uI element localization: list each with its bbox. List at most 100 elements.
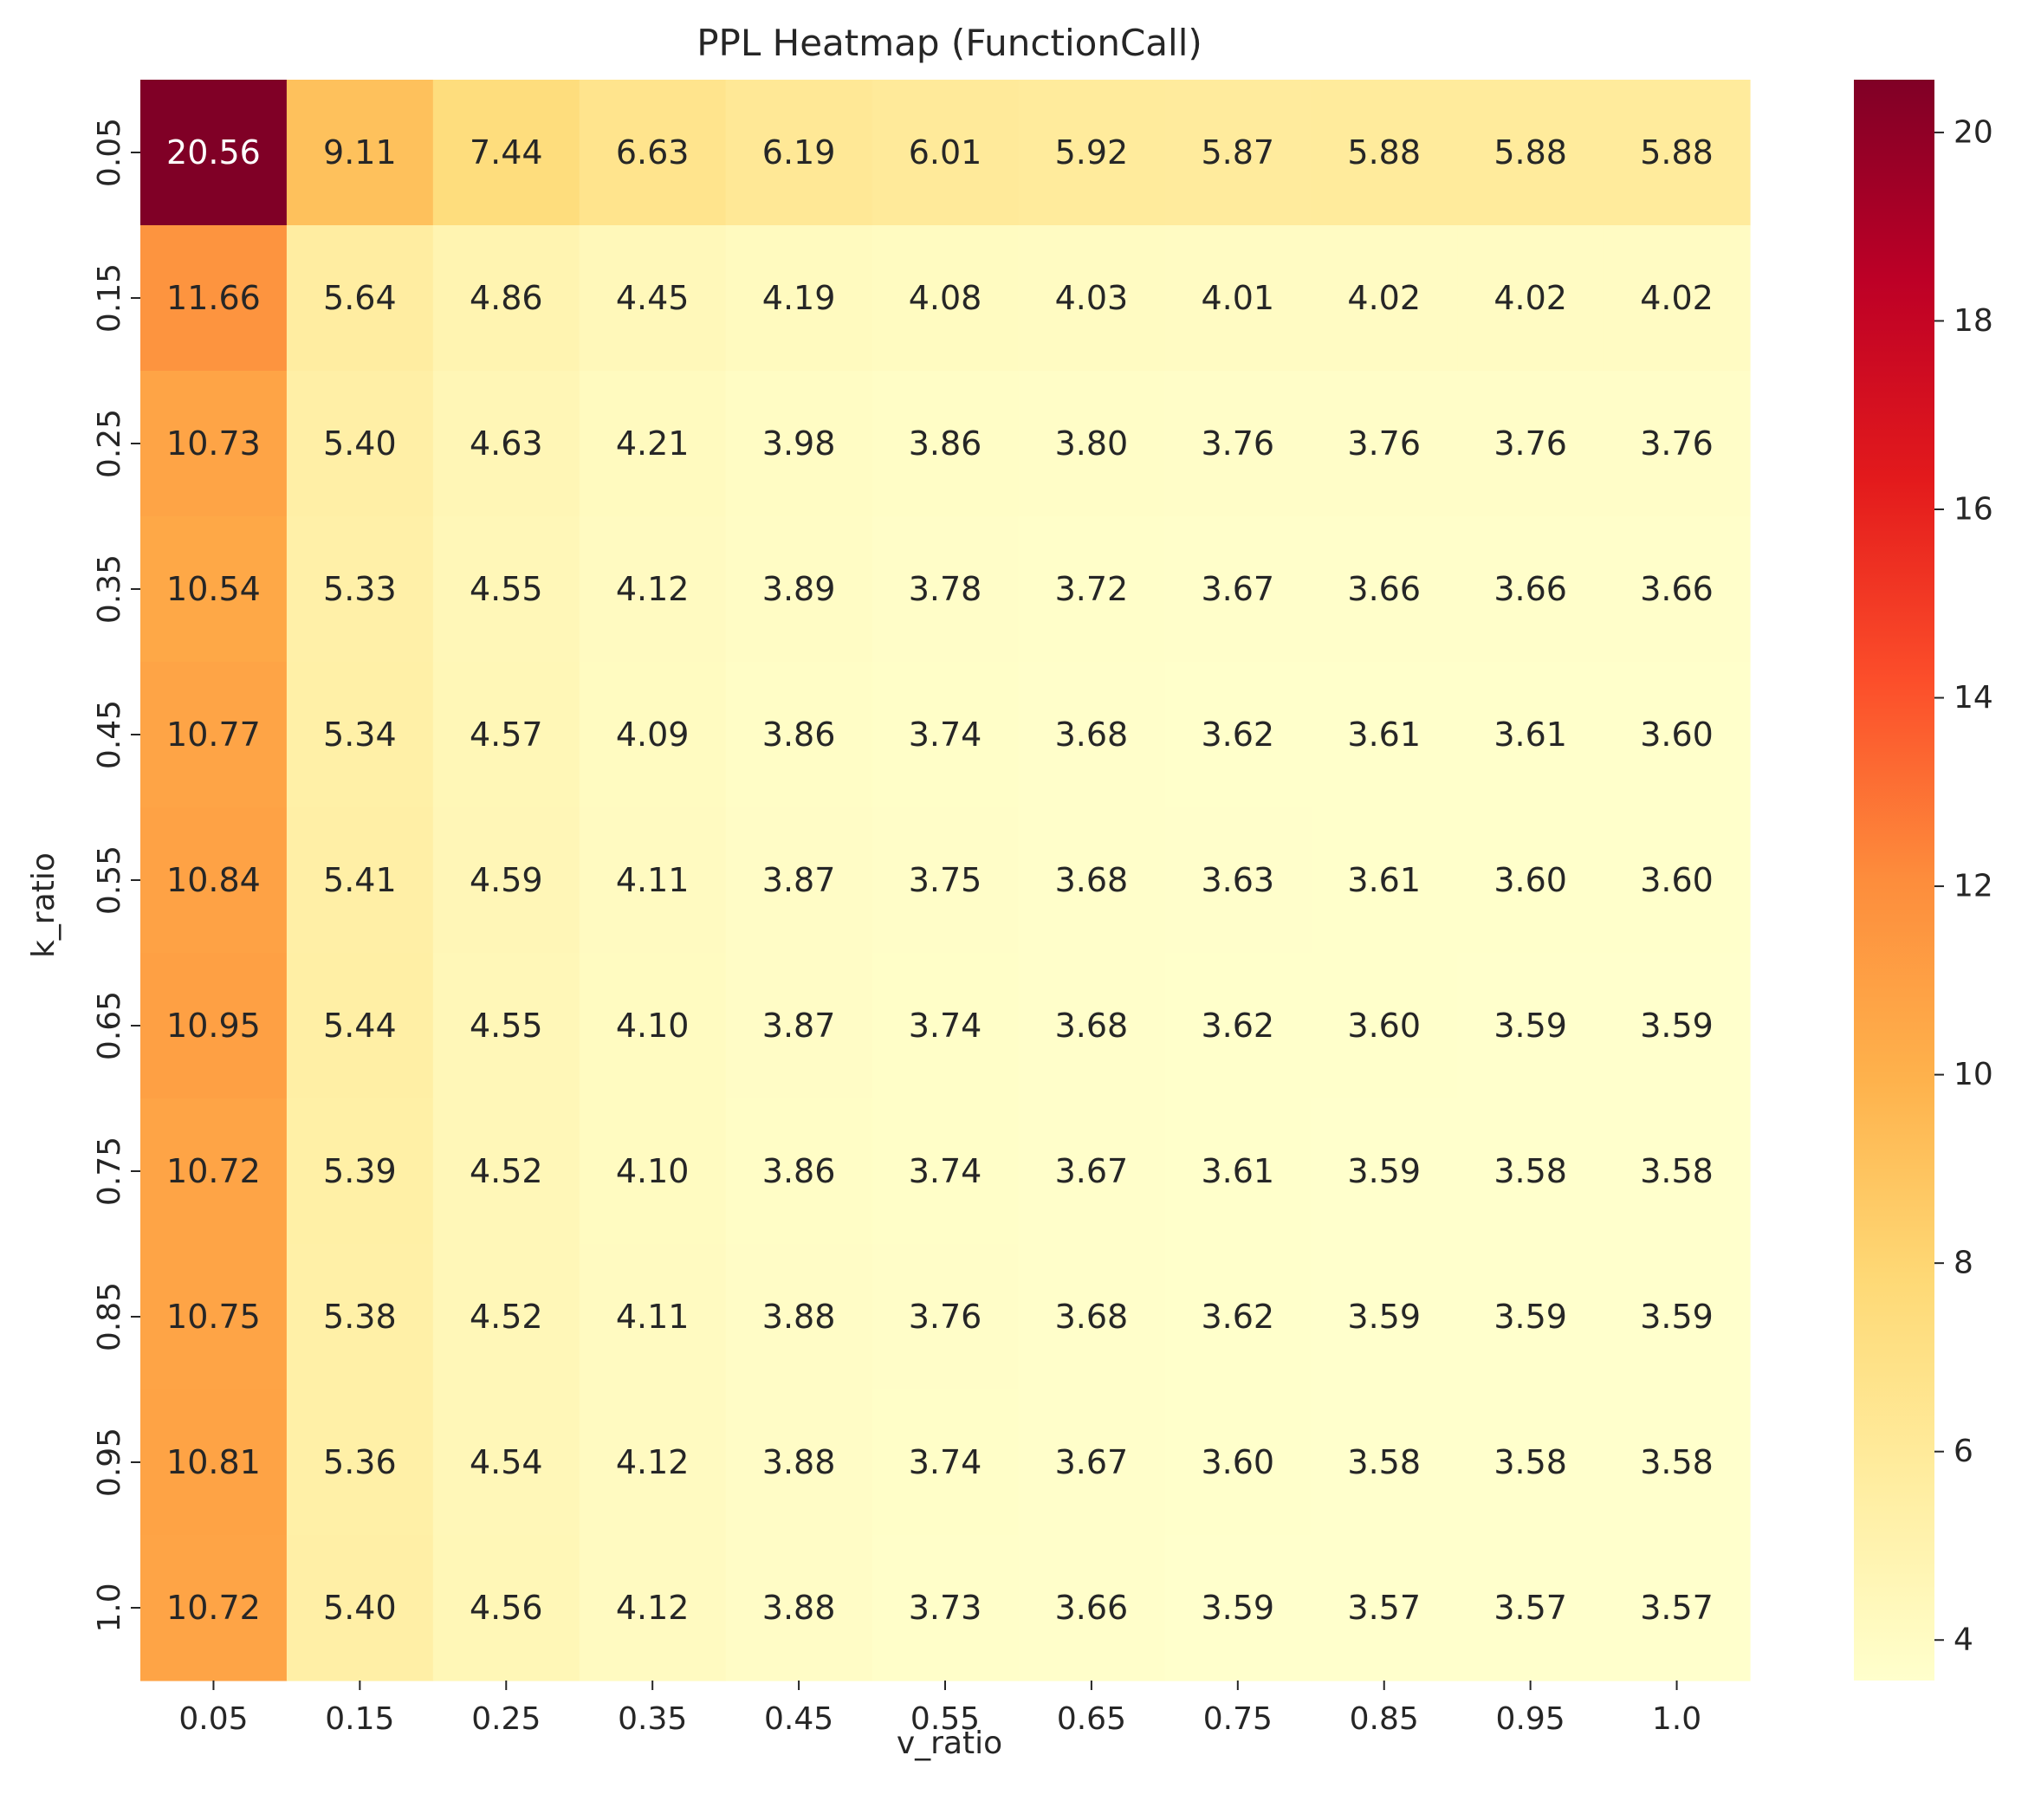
cell-value-label: 4.08: [909, 279, 982, 317]
heatmap-cell: [1457, 1535, 1604, 1681]
heatmap-cell: [1164, 1244, 1312, 1390]
heatmap-cell: [725, 1244, 873, 1390]
cell-value-label: 5.87: [1202, 133, 1275, 172]
heatmap-cell: [432, 1389, 580, 1536]
heatmap-cell: [1311, 516, 1458, 663]
heatmap-cell: [1018, 1535, 1165, 1681]
cell-value-label: 3.58: [1640, 1152, 1714, 1190]
heatmap-cell: [579, 371, 727, 517]
cell-value-label: 3.62: [1202, 1298, 1275, 1336]
heatmap-cell: [286, 1244, 434, 1390]
cell-value-label: 3.80: [1055, 424, 1129, 463]
cell-value-label: 4.02: [1493, 279, 1567, 317]
cell-value-label: 4.10: [616, 1007, 690, 1045]
cell-value-label: 3.66: [1640, 570, 1714, 608]
cell-value-label: 5.34: [323, 716, 397, 754]
heatmap-cell: [432, 1535, 580, 1681]
cell-value-label: 4.21: [616, 424, 690, 463]
cell-value-label: 3.74: [909, 716, 982, 754]
heatmap-cell: [1018, 1389, 1165, 1536]
cell-value-label: 3.78: [909, 570, 982, 608]
heatmap-cell: [1604, 1535, 1751, 1681]
heatmap-cell: [140, 1244, 288, 1390]
cell-value-label: 5.39: [323, 1152, 397, 1190]
heatmap-cell: [725, 1389, 873, 1536]
y-tick-label: 0.75: [92, 1137, 127, 1206]
x-axis-ticks: 0.05 0.15 0.25 0.35 0.45 0.55 0.65 0.75 0.85 0.95…: [178, 1681, 1701, 1737]
cell-value-label: 3.76: [1493, 424, 1567, 463]
cell-value-label: 4.11: [616, 1298, 690, 1336]
cell-value-label: 4.12: [616, 1589, 690, 1627]
cell-value-label: 4.52: [470, 1298, 543, 1336]
heatmap-cell: [286, 1389, 434, 1536]
heatmap-cell: [725, 80, 873, 226]
cell-value-label: 4.57: [470, 716, 543, 754]
cell-value-label: 3.60: [1202, 1443, 1275, 1481]
y-tick-label: 0.95: [92, 1428, 127, 1497]
heatmap-cell: [1164, 807, 1312, 954]
y-tick-label: 0.55: [92, 845, 127, 915]
cell-value-label: 3.88: [762, 1589, 836, 1627]
heatmap-cell: [1018, 1098, 1165, 1245]
cell-value-label: 10.72: [166, 1589, 261, 1627]
cell-value-label: 3.86: [762, 716, 836, 754]
y-tick-label: 1.0: [92, 1583, 127, 1632]
cell-value-label: 3.75: [909, 861, 982, 899]
heatmap-cell: [1604, 225, 1751, 372]
cell-value-label: 3.61: [1493, 716, 1567, 754]
cell-value-label: 3.57: [1493, 1589, 1567, 1627]
heatmap-cell: [1604, 516, 1751, 663]
cell-value-label: 3.59: [1347, 1152, 1421, 1190]
heatmap-cell: [432, 807, 580, 954]
cell-value-label: 5.88: [1493, 133, 1567, 172]
heatmap-cell: [1311, 1535, 1458, 1681]
heatmap-cell: [1604, 953, 1751, 1099]
heatmap-cell: [432, 225, 580, 372]
heatmap-cell: [286, 1535, 434, 1681]
x-tick-label: 0.95: [1496, 1701, 1565, 1737]
heatmap-cell: [286, 953, 434, 1099]
y-tick-label: 0.65: [92, 991, 127, 1060]
cell-value-label: 4.19: [762, 279, 836, 317]
colorbar-tick-label: 14: [1953, 680, 1993, 716]
cell-value-label: 5.64: [323, 279, 397, 317]
heatmap-cell: [1164, 1389, 1312, 1536]
x-tick-label: 0.45: [764, 1701, 833, 1737]
cell-value-label: 3.62: [1202, 1007, 1275, 1045]
cell-value-label: 6.01: [909, 133, 982, 172]
heatmap-cell: [871, 516, 1020, 663]
heatmap-cell: [1018, 953, 1165, 1099]
colorbar-tick-label: 18: [1953, 303, 1993, 339]
cell-value-label: 5.36: [323, 1443, 397, 1481]
cell-value-label: 10.84: [166, 861, 261, 899]
cell-value-label: 4.52: [470, 1152, 543, 1190]
cell-value-label: 4.54: [470, 1443, 543, 1481]
x-tick-label: 0.05: [178, 1701, 248, 1737]
cell-value-label: 3.57: [1640, 1589, 1714, 1627]
cell-value-label: 4.02: [1347, 279, 1421, 317]
heatmap-cell: [1457, 807, 1604, 954]
heatmap-cell: [725, 371, 873, 517]
cell-value-label: 3.86: [909, 424, 982, 463]
cell-value-label: 5.44: [323, 1007, 397, 1045]
heatmap-cell: [1604, 807, 1751, 954]
cell-value-label: 5.33: [323, 570, 397, 608]
cell-value-label: 3.73: [909, 1589, 982, 1627]
heatmap-cell: [1311, 953, 1458, 1099]
heatmap-cell: [1457, 1389, 1604, 1536]
cell-value-label: 3.60: [1640, 861, 1714, 899]
y-axis-label: k_ratio: [26, 852, 62, 958]
heatmap-cell: [1457, 80, 1604, 226]
heatmap-cell: [1164, 80, 1312, 226]
heatmap-cell: [432, 371, 580, 517]
x-tick-label: 0.85: [1350, 1701, 1419, 1737]
cell-value-label: 3.68: [1055, 1007, 1129, 1045]
heatmap-cells: 20.56 9.11 7.44 6.63 6.19 6.01 5.92 5.87 5.88 5.8…: [140, 80, 1751, 1681]
heatmap-cell: [725, 516, 873, 663]
cell-value-label: 3.59: [1493, 1298, 1567, 1336]
cell-value-label: 5.92: [1055, 133, 1129, 172]
colorbar-tick-label: 8: [1953, 1246, 1973, 1281]
heatmap-cell: [1457, 953, 1604, 1099]
heatmap-cell: [1164, 1098, 1312, 1245]
heatmap-cell: [871, 80, 1020, 226]
